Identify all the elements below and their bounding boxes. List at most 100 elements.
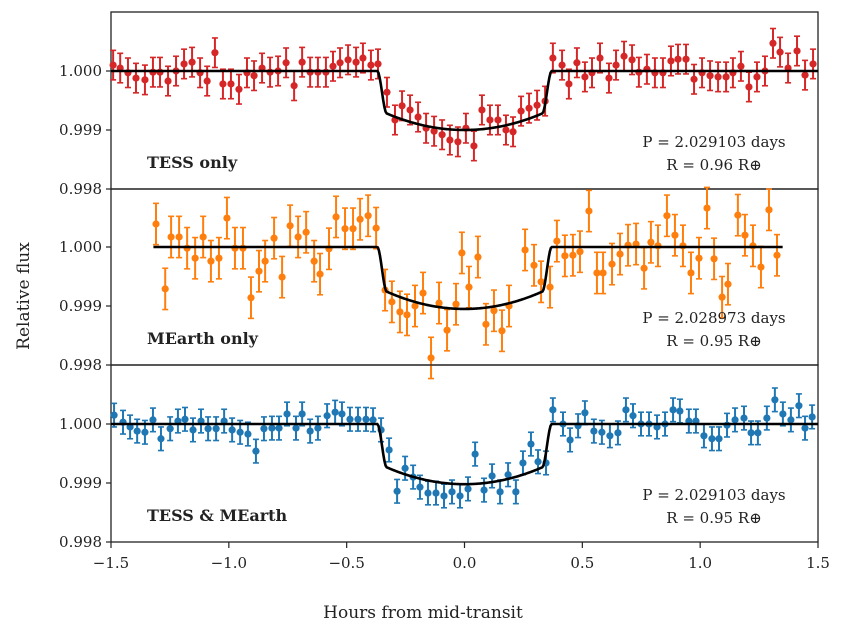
data-marker — [352, 58, 360, 66]
data-marker — [687, 269, 695, 277]
data-point — [278, 255, 286, 299]
data-marker — [708, 435, 716, 443]
data-point — [682, 43, 690, 75]
data-point — [505, 284, 513, 328]
data-marker — [521, 246, 529, 254]
data-marker — [722, 73, 730, 81]
data-point — [383, 76, 391, 108]
data-marker — [338, 410, 346, 418]
model-curve — [153, 245, 783, 311]
data-marker — [282, 59, 290, 67]
data-marker — [553, 237, 561, 245]
data-marker — [519, 459, 527, 467]
data-point — [219, 68, 227, 100]
data-point — [275, 415, 283, 441]
data-point — [588, 57, 596, 89]
data-point — [268, 415, 276, 441]
data-point — [204, 416, 212, 442]
data-marker — [167, 233, 175, 241]
data-marker — [667, 57, 675, 65]
data-marker — [458, 249, 466, 257]
data-marker — [682, 55, 690, 63]
data-point — [385, 437, 393, 463]
data-marker — [471, 450, 479, 458]
data-marker — [731, 416, 739, 424]
data-point — [698, 57, 706, 89]
data-marker — [369, 416, 377, 424]
panel-mearth-only: 1.000 0.999 0.998 MEarth only P = 2.028973 d… — [59, 186, 819, 380]
data-point — [576, 230, 584, 274]
data-point — [793, 35, 801, 67]
data-point — [608, 242, 616, 286]
data-point — [622, 397, 630, 423]
data-marker — [773, 251, 781, 259]
y-tick-label: 1.000 — [59, 238, 102, 256]
data-point — [196, 57, 204, 89]
data-point — [585, 189, 593, 233]
data-marker — [740, 414, 748, 422]
data-point — [722, 61, 730, 93]
data-marker — [714, 73, 722, 81]
data-marker — [204, 425, 212, 433]
data-marker — [199, 233, 207, 241]
data-marker — [581, 409, 589, 417]
data-marker — [533, 101, 541, 109]
data-marker — [663, 212, 671, 220]
data-marker — [695, 254, 703, 262]
data-marker — [482, 320, 490, 328]
data-point — [452, 282, 460, 326]
data-marker — [573, 59, 581, 67]
data-point — [372, 206, 380, 250]
data-point — [458, 231, 466, 275]
data-marker — [561, 252, 569, 260]
data-point — [620, 40, 628, 72]
data-marker — [787, 416, 795, 424]
data-marker — [446, 136, 454, 144]
data-point — [258, 52, 266, 84]
data-point — [314, 415, 322, 441]
data-marker — [403, 311, 411, 319]
data-marker — [464, 485, 472, 493]
data-point — [714, 61, 722, 93]
data-marker — [396, 308, 404, 316]
data-marker — [608, 260, 616, 268]
data-point — [710, 237, 718, 281]
data-marker — [323, 412, 331, 420]
data-point — [364, 194, 372, 238]
data-point — [498, 309, 506, 353]
data-marker — [270, 234, 278, 242]
data-marker — [219, 80, 227, 88]
data-marker — [753, 73, 761, 81]
data-point — [569, 233, 577, 277]
data-marker — [329, 62, 337, 70]
data-point — [771, 387, 779, 413]
data-marker — [530, 261, 538, 269]
data-marker — [261, 257, 269, 265]
data-point — [325, 227, 333, 271]
data-marker — [640, 264, 648, 272]
data-point — [189, 417, 197, 443]
data-marker — [331, 408, 339, 416]
y-tick-label: 0.999 — [59, 297, 102, 315]
data-point — [411, 284, 419, 328]
data-marker — [344, 56, 352, 64]
data-point — [724, 262, 732, 306]
x-axis-title: Hours from mid-transit — [323, 603, 523, 623]
data-point — [519, 450, 527, 476]
data-point — [486, 104, 494, 136]
data-marker — [432, 489, 440, 497]
data-point — [482, 302, 490, 346]
data-point — [596, 42, 604, 74]
data-marker — [480, 486, 488, 494]
data-marker — [724, 280, 732, 288]
data-point — [424, 480, 432, 506]
data-marker — [671, 231, 679, 239]
data-marker — [164, 77, 172, 85]
data-marker — [706, 72, 714, 80]
data-point — [494, 104, 502, 136]
data-point — [298, 46, 306, 78]
data-marker — [235, 85, 243, 93]
data-marker — [424, 489, 432, 497]
data-marker — [700, 432, 708, 440]
